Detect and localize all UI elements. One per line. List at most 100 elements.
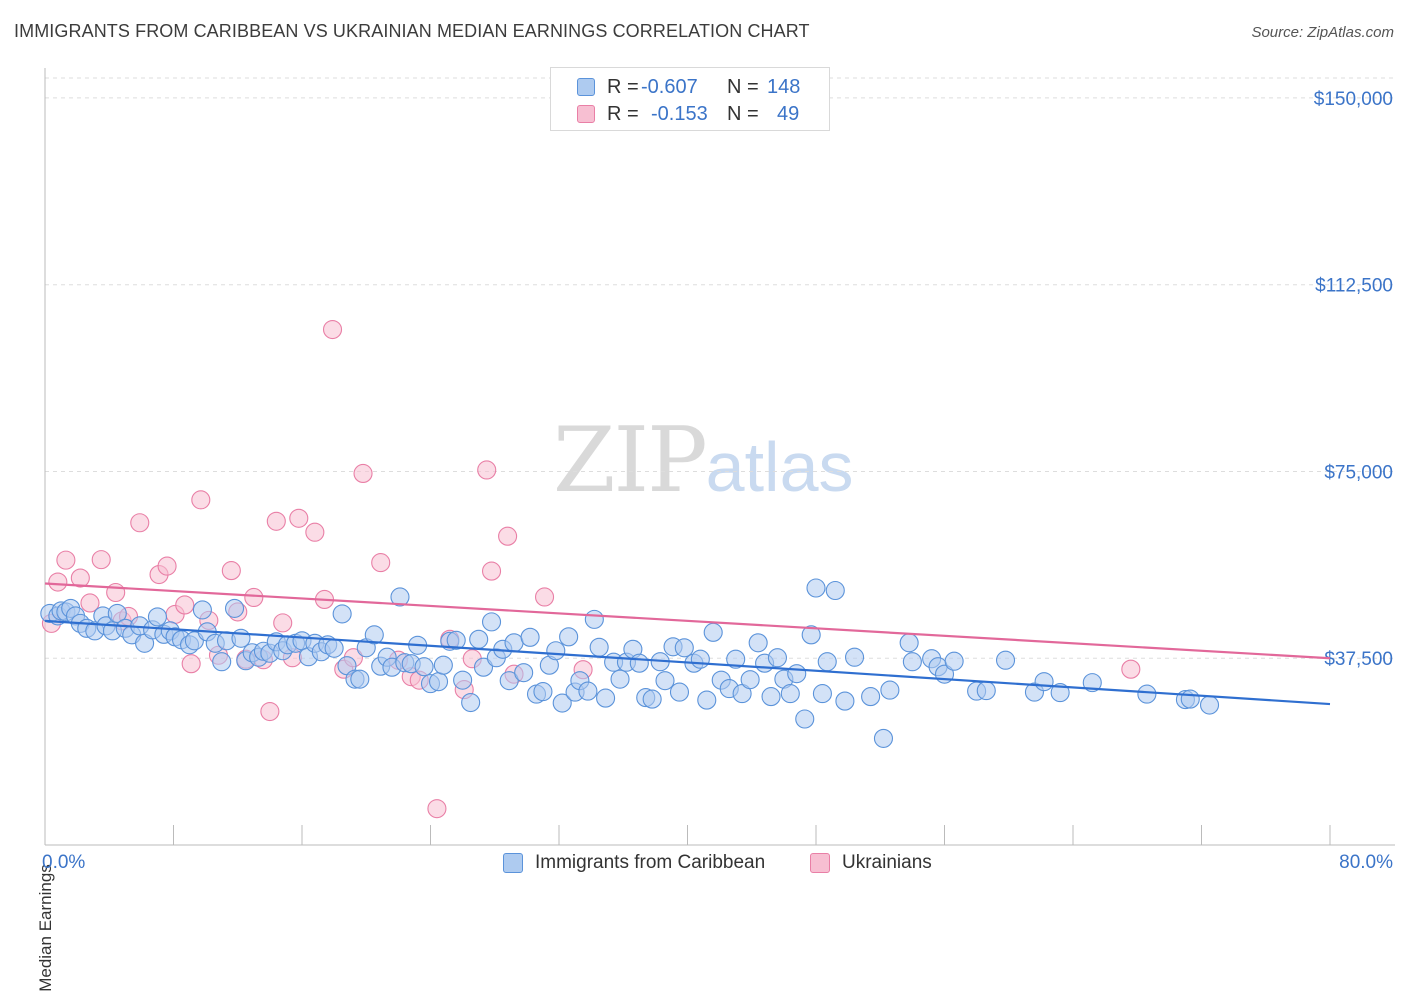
caribbean-point — [748, 633, 768, 653]
caribbean-point — [584, 609, 604, 629]
legend-swatch-pink — [577, 105, 595, 123]
caribbean-point — [787, 664, 807, 684]
caribbean-point — [726, 649, 746, 669]
caribbean-point — [642, 689, 662, 709]
correlation-legend: R = -0.607 N = 148 R = -0.153 N = 49 — [550, 67, 830, 131]
trend-lines — [44, 582, 1331, 706]
ukrainian-point — [221, 561, 241, 581]
caribbean-point — [107, 603, 127, 623]
caribbean-point — [1082, 673, 1102, 693]
y-tick-label: $75,000 — [1324, 462, 1393, 483]
ukrainian-point — [481, 561, 502, 581]
caribbean-point — [655, 671, 675, 691]
legend-r-label: R = — [607, 75, 639, 98]
legend-row-ukrainians: R = -0.153 N = 49 — [551, 101, 815, 127]
caribbean-point — [795, 709, 815, 729]
caribbean-point — [390, 587, 410, 607]
x-tick-min: 0.0% — [42, 852, 86, 873]
ukrainian-point — [289, 508, 309, 528]
caribbean-point — [324, 638, 344, 658]
caribbean-point — [589, 637, 609, 657]
caribbean-point — [880, 680, 900, 700]
caribbean-point — [481, 612, 502, 632]
caribbean-point — [546, 641, 566, 661]
ukrainian-point — [91, 550, 111, 570]
caribbean-point — [1137, 684, 1157, 704]
ukrainian-point — [175, 595, 195, 615]
ukrainian-point — [353, 463, 373, 484]
caribbean-point — [453, 670, 473, 690]
caribbean-point — [504, 633, 524, 653]
caribbean-point — [514, 663, 534, 683]
source-label: Source: ZipAtlas.com — [1251, 24, 1394, 41]
caribbean-point — [697, 690, 717, 710]
caribbean-point — [861, 687, 881, 707]
caribbean-point — [674, 638, 694, 658]
caribbean-point — [433, 655, 453, 675]
y-axis-label: Median Earnings — [36, 864, 55, 992]
caribbean-point — [533, 682, 553, 702]
ukrainian-point — [130, 513, 150, 533]
axes — [44, 68, 1395, 846]
caribbean-point — [767, 648, 788, 668]
caribbean-point — [995, 650, 1016, 670]
caribbean-point — [499, 671, 519, 691]
series-legend-caribbean: Immigrants from Caribbean — [503, 852, 765, 874]
chart-title: IMMIGRANTS FROM CARIBBEAN VS UKRAINIAN M… — [14, 21, 810, 41]
caribbean-point — [780, 684, 800, 704]
legend-n-label: N = — [727, 75, 759, 98]
series-swatch-pink — [810, 853, 830, 873]
ukrainian-point — [70, 568, 90, 588]
caribbean-point — [669, 682, 690, 702]
series-legend-label: Immigrants from Caribbean — [535, 852, 766, 873]
caribbean-point — [559, 627, 579, 647]
ukrainian-point — [322, 319, 343, 340]
legend-r-value: -0.153 — [651, 102, 708, 125]
caribbean-point — [801, 625, 821, 645]
caribbean-point — [740, 670, 760, 690]
caribbean-point — [578, 681, 598, 701]
caribbean-point — [806, 578, 826, 598]
caribbean-point — [817, 652, 837, 672]
caribbean-points — [40, 578, 1220, 748]
y-tick-label: $112,500 — [1315, 276, 1393, 297]
ukrainian-point — [260, 701, 280, 722]
ukrainian-point — [477, 460, 497, 480]
y-tick-label: $37,500 — [1324, 649, 1393, 670]
caribbean-point — [899, 633, 919, 653]
legend-n-value: 148 — [767, 75, 801, 98]
caribbean-point — [629, 653, 649, 673]
caribbean-point — [1199, 695, 1220, 715]
scatter-plot: $37,500 $75,000 $112,500 $150,000 — [40, 68, 1395, 846]
caribbean-point — [428, 672, 449, 692]
ukrainians-points — [41, 319, 1141, 819]
ukrainian-point — [157, 556, 177, 576]
watermark: ZIPatlas — [553, 408, 854, 513]
ukrainian-point — [1121, 659, 1141, 679]
ukrainian-point — [56, 550, 76, 570]
caribbean-point — [414, 657, 434, 677]
legend-r-label: R = — [607, 102, 639, 125]
caribbean-point — [873, 728, 894, 748]
legend-n-label: N = — [727, 102, 759, 125]
caribbean-point — [192, 600, 212, 620]
caribbean-point — [835, 691, 855, 711]
caribbean-point — [552, 693, 572, 713]
ukrainian-point — [266, 511, 286, 531]
caribbean-point — [332, 604, 352, 624]
caribbean-point — [520, 627, 540, 647]
caribbean-point — [812, 684, 832, 704]
series-legend: Immigrants from Caribbean Ukrainians — [0, 852, 1406, 878]
caribbean-point — [902, 652, 922, 672]
caribbean-point — [147, 607, 167, 627]
ukrainian-point — [181, 654, 201, 674]
caribbean-point — [364, 625, 384, 645]
series-legend-label: Ukrainians — [842, 852, 932, 873]
caribbean-point — [350, 669, 370, 689]
ukrainian-point — [534, 587, 555, 607]
ukrainian-point — [244, 587, 264, 608]
ukrainian-point — [191, 490, 211, 510]
ukrainian-trend-line — [44, 582, 1331, 660]
caribbean-point — [976, 681, 996, 701]
caribbean-point — [1180, 689, 1200, 709]
